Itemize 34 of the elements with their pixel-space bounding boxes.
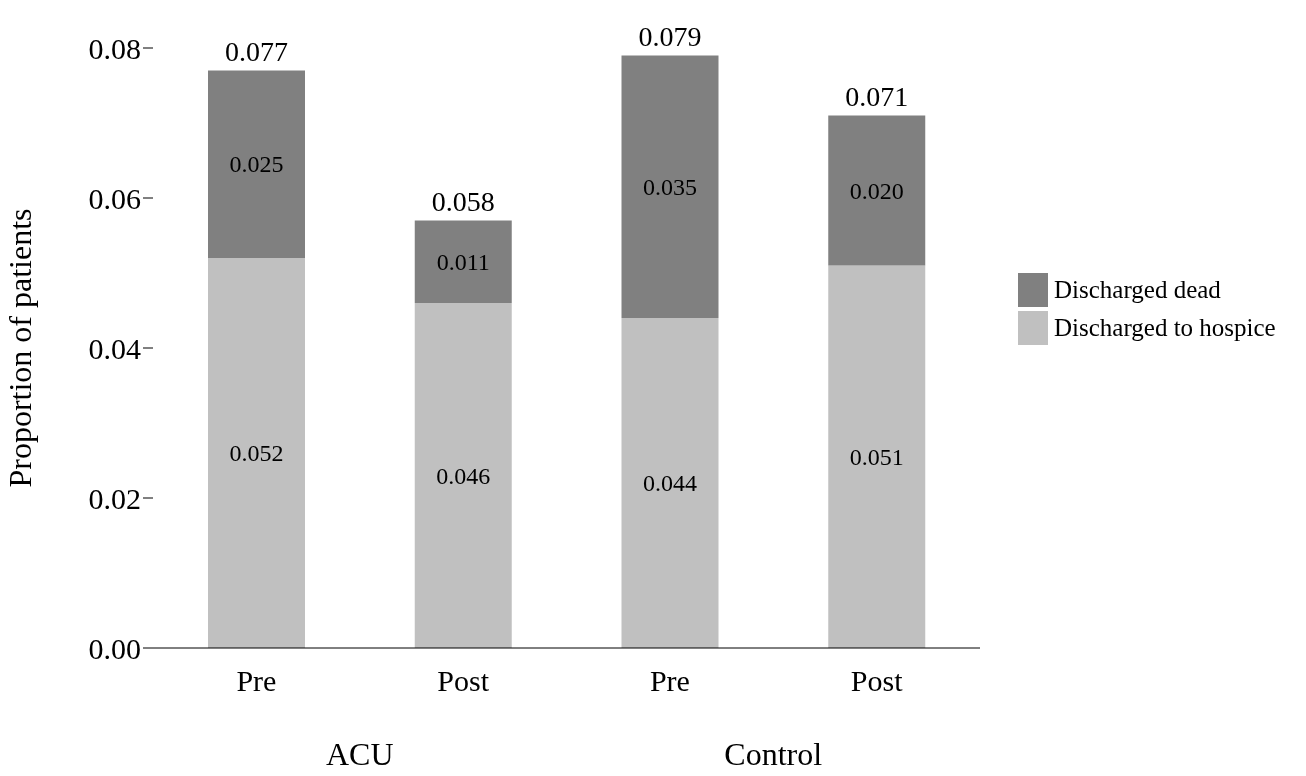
y-tick-label: 0.06 xyxy=(88,181,141,215)
x-tick-label: Pre xyxy=(649,664,690,698)
bar xyxy=(208,258,305,648)
bar xyxy=(414,220,512,303)
y-tick-label: 0.00 xyxy=(88,631,141,665)
x-tick-label: Pre xyxy=(236,664,277,698)
bar xyxy=(621,55,719,318)
data-label: 0.035 xyxy=(643,173,697,200)
total-label: 0.077 xyxy=(225,35,288,67)
total-label: 0.079 xyxy=(638,20,702,52)
data-label: 0.051 xyxy=(849,443,904,470)
x-tick-label: Post xyxy=(437,664,490,698)
y-axis-title: Proportion of patients xyxy=(2,208,39,488)
bar xyxy=(828,115,926,266)
data-label: 0.052 xyxy=(229,440,284,466)
text: Control xyxy=(723,736,824,773)
x-tick-label: Post xyxy=(850,664,904,698)
data-label: 0.044 xyxy=(643,470,697,496)
text: ACU xyxy=(324,736,395,773)
legend-label: Discharged dead xyxy=(1054,276,1221,304)
data-label: 0.025 xyxy=(229,151,284,178)
legend-label: Discharged to hospice xyxy=(1054,314,1276,342)
total-label: 0.071 xyxy=(845,80,909,112)
data-label: 0.046 xyxy=(436,462,491,489)
y-tick-label: 0.04 xyxy=(88,331,141,365)
bar xyxy=(414,303,512,648)
y-tick-label: 0.08 xyxy=(88,31,141,65)
data-label: 0.011 xyxy=(436,248,490,275)
bar xyxy=(208,70,305,258)
y-tick-label: 0.02 xyxy=(88,481,141,515)
bar xyxy=(621,318,719,648)
bar xyxy=(828,265,926,648)
data-label: 0.020 xyxy=(849,177,904,204)
total-label: 0.058 xyxy=(431,185,495,217)
